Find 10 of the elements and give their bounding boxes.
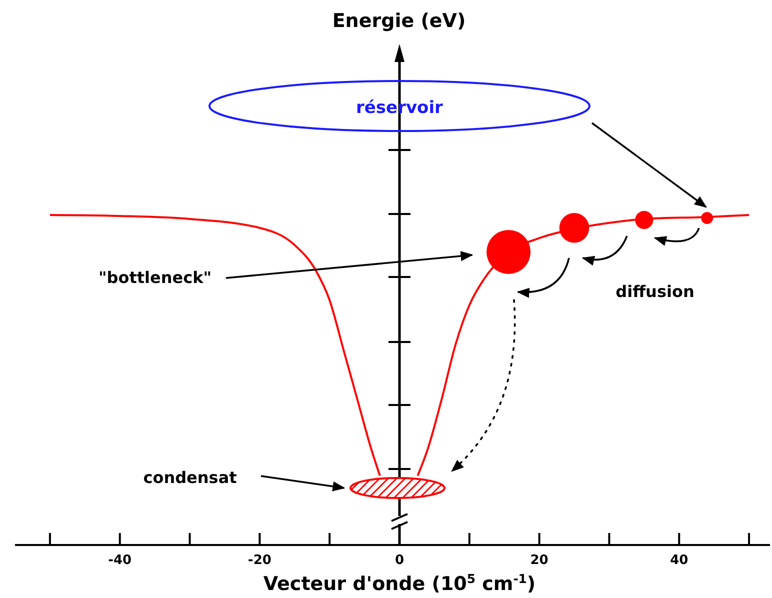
annotation: diffusion: [616, 282, 694, 301]
x-tick-label: -40: [108, 553, 132, 568]
annotation: "bottleneck": [98, 268, 212, 287]
x-axis-title: Vecteur d'onde (10$^{5}$ cm$^{-1}$): [263, 572, 536, 595]
x-tick-label: 0: [394, 553, 404, 568]
text: Energie (eV): [332, 10, 466, 32]
x-tick-label: 20: [530, 553, 548, 568]
x-tick-label: 40: [670, 553, 688, 568]
x-tick-label: -20: [248, 553, 272, 568]
annotation: condensat: [143, 468, 238, 487]
